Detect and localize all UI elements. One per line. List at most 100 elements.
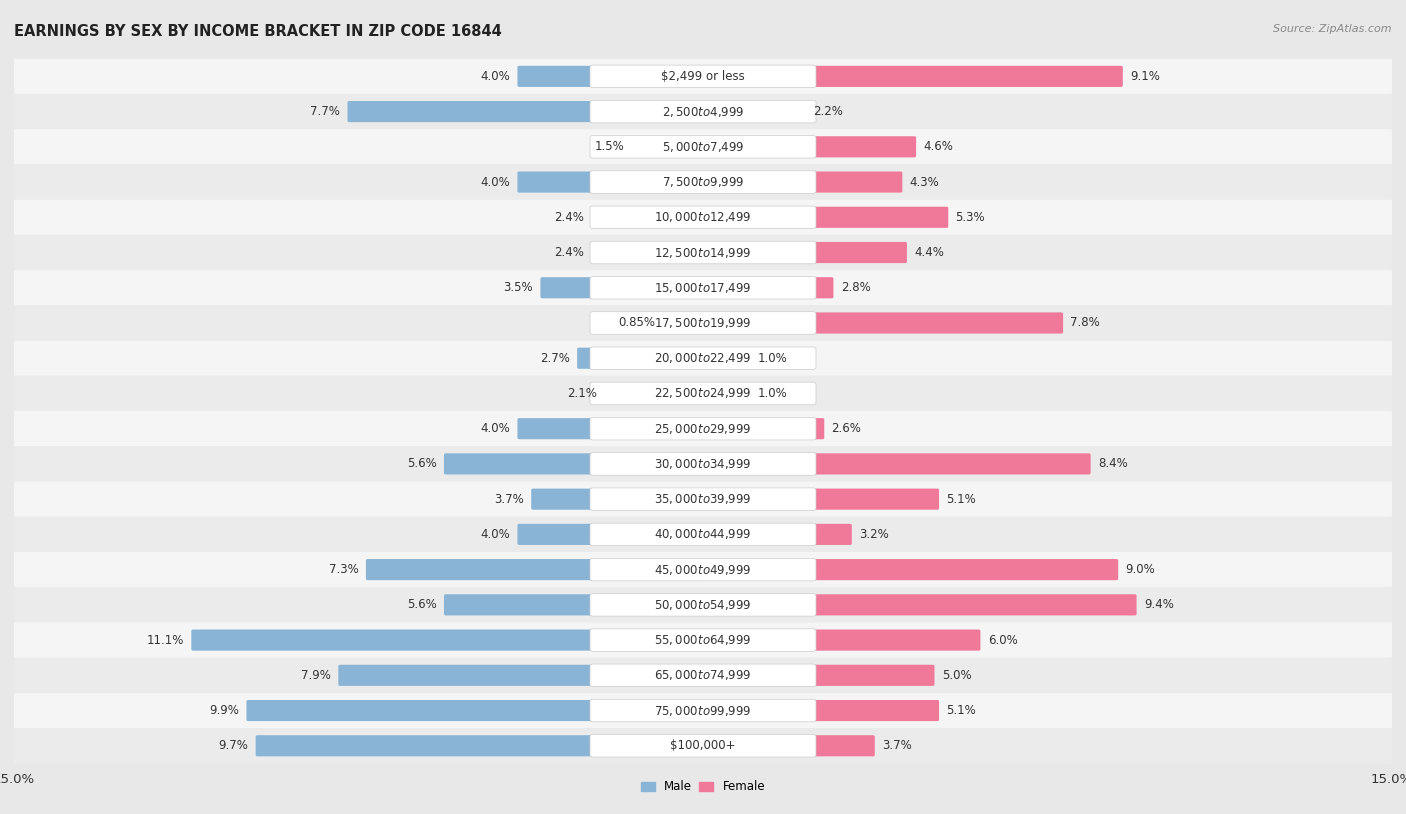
FancyBboxPatch shape (246, 700, 704, 721)
FancyBboxPatch shape (702, 735, 875, 756)
Text: 3.7%: 3.7% (882, 739, 912, 752)
FancyBboxPatch shape (517, 418, 704, 440)
FancyBboxPatch shape (191, 629, 704, 650)
FancyBboxPatch shape (256, 735, 704, 756)
Text: $40,000 to $44,999: $40,000 to $44,999 (654, 527, 752, 541)
FancyBboxPatch shape (591, 628, 815, 651)
FancyBboxPatch shape (14, 340, 1392, 376)
FancyBboxPatch shape (591, 206, 815, 229)
FancyBboxPatch shape (14, 587, 1392, 623)
Text: 7.9%: 7.9% (301, 669, 330, 682)
Text: 4.4%: 4.4% (914, 246, 945, 259)
FancyBboxPatch shape (591, 699, 815, 722)
Text: $65,000 to $74,999: $65,000 to $74,999 (654, 668, 752, 682)
Text: $35,000 to $39,999: $35,000 to $39,999 (654, 492, 752, 506)
FancyBboxPatch shape (662, 313, 704, 334)
Text: 5.1%: 5.1% (946, 492, 976, 505)
Text: $50,000 to $54,999: $50,000 to $54,999 (654, 597, 752, 612)
Text: $75,000 to $99,999: $75,000 to $99,999 (654, 703, 752, 718)
FancyBboxPatch shape (702, 207, 948, 228)
FancyBboxPatch shape (591, 100, 815, 123)
FancyBboxPatch shape (14, 482, 1392, 517)
Text: 4.0%: 4.0% (481, 176, 510, 189)
Text: 5.1%: 5.1% (946, 704, 976, 717)
FancyBboxPatch shape (702, 383, 751, 404)
Text: 2.6%: 2.6% (831, 422, 862, 435)
FancyBboxPatch shape (14, 270, 1392, 305)
FancyBboxPatch shape (591, 65, 815, 88)
Text: 6.0%: 6.0% (988, 633, 1018, 646)
FancyBboxPatch shape (517, 172, 704, 193)
Text: 3.2%: 3.2% (859, 528, 889, 540)
Text: 4.0%: 4.0% (481, 422, 510, 435)
Text: $7,500 to $9,999: $7,500 to $9,999 (662, 175, 744, 189)
Text: 7.7%: 7.7% (311, 105, 340, 118)
FancyBboxPatch shape (591, 593, 815, 616)
FancyBboxPatch shape (14, 693, 1392, 729)
Text: 5.6%: 5.6% (406, 598, 437, 611)
Text: 1.0%: 1.0% (758, 352, 787, 365)
Text: $15,000 to $17,499: $15,000 to $17,499 (654, 281, 752, 295)
FancyBboxPatch shape (702, 559, 1118, 580)
Text: 5.0%: 5.0% (942, 669, 972, 682)
FancyBboxPatch shape (702, 242, 907, 263)
Text: 9.7%: 9.7% (218, 739, 249, 752)
FancyBboxPatch shape (702, 348, 751, 369)
Text: 5.3%: 5.3% (956, 211, 986, 224)
Text: 0.85%: 0.85% (617, 317, 655, 330)
Text: 4.6%: 4.6% (924, 140, 953, 153)
Text: 5.6%: 5.6% (406, 457, 437, 470)
FancyBboxPatch shape (14, 59, 1392, 94)
Text: $5,000 to $7,499: $5,000 to $7,499 (662, 140, 744, 154)
FancyBboxPatch shape (14, 658, 1392, 693)
Text: $17,500 to $19,999: $17,500 to $19,999 (654, 316, 752, 330)
FancyBboxPatch shape (14, 376, 1392, 411)
FancyBboxPatch shape (591, 453, 815, 475)
FancyBboxPatch shape (702, 172, 903, 193)
FancyBboxPatch shape (14, 235, 1392, 270)
FancyBboxPatch shape (591, 242, 704, 263)
FancyBboxPatch shape (591, 241, 815, 264)
Text: 3.7%: 3.7% (494, 492, 524, 505)
Text: 2.2%: 2.2% (813, 105, 844, 118)
FancyBboxPatch shape (633, 136, 704, 157)
Text: 9.9%: 9.9% (209, 704, 239, 717)
Text: $25,000 to $29,999: $25,000 to $29,999 (654, 422, 752, 435)
Legend: Male, Female: Male, Female (636, 776, 770, 799)
FancyBboxPatch shape (591, 207, 704, 228)
FancyBboxPatch shape (444, 453, 704, 475)
Text: 2.4%: 2.4% (554, 246, 583, 259)
Text: $22,500 to $24,999: $22,500 to $24,999 (654, 387, 752, 400)
FancyBboxPatch shape (591, 312, 815, 335)
Text: 2.4%: 2.4% (554, 211, 583, 224)
FancyBboxPatch shape (14, 729, 1392, 764)
Text: 7.8%: 7.8% (1070, 317, 1099, 330)
FancyBboxPatch shape (576, 348, 704, 369)
Text: 4.0%: 4.0% (481, 70, 510, 83)
FancyBboxPatch shape (591, 418, 815, 440)
FancyBboxPatch shape (366, 559, 704, 580)
FancyBboxPatch shape (14, 199, 1392, 235)
Text: 11.1%: 11.1% (146, 633, 184, 646)
Text: 1.0%: 1.0% (758, 387, 787, 400)
Text: 3.5%: 3.5% (503, 282, 533, 294)
Text: 4.3%: 4.3% (910, 176, 939, 189)
Text: 2.8%: 2.8% (841, 282, 870, 294)
FancyBboxPatch shape (517, 66, 704, 87)
Text: $55,000 to $64,999: $55,000 to $64,999 (654, 633, 752, 647)
Text: $45,000 to $49,999: $45,000 to $49,999 (654, 562, 752, 576)
FancyBboxPatch shape (14, 164, 1392, 199)
Text: $2,499 or less: $2,499 or less (661, 70, 745, 83)
FancyBboxPatch shape (702, 665, 935, 686)
FancyBboxPatch shape (702, 524, 852, 545)
FancyBboxPatch shape (444, 594, 704, 615)
FancyBboxPatch shape (702, 594, 1136, 615)
Text: 9.1%: 9.1% (1130, 70, 1160, 83)
Text: $30,000 to $34,999: $30,000 to $34,999 (654, 457, 752, 471)
FancyBboxPatch shape (702, 488, 939, 510)
Text: $20,000 to $22,499: $20,000 to $22,499 (654, 351, 752, 365)
Text: Source: ZipAtlas.com: Source: ZipAtlas.com (1274, 24, 1392, 34)
FancyBboxPatch shape (14, 623, 1392, 658)
FancyBboxPatch shape (14, 305, 1392, 340)
FancyBboxPatch shape (591, 488, 815, 510)
